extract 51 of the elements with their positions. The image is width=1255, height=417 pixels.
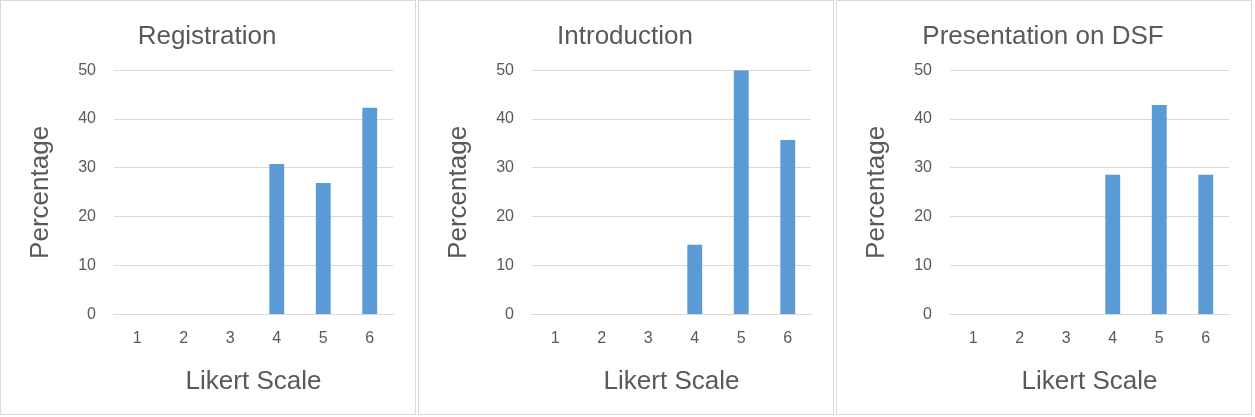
y-tick-label: 30 <box>496 158 515 176</box>
x-tick-label: 4 <box>690 328 700 346</box>
x-axis-title: Likert Scale <box>185 364 322 395</box>
y-tick-label: 30 <box>914 158 933 176</box>
y-tick-label: 40 <box>914 109 933 127</box>
x-tick-label: 5 <box>736 328 746 346</box>
bar <box>733 70 749 315</box>
x-tick-label: 3 <box>1061 328 1071 346</box>
y-tick-label: 10 <box>914 256 933 274</box>
x-tick-label: 4 <box>272 328 282 346</box>
bar <box>269 164 285 315</box>
y-tick-label: 10 <box>496 256 515 274</box>
y-axis-title: Percentage <box>441 125 472 259</box>
y-tick-label: 50 <box>914 60 933 78</box>
x-tick-label: 2 <box>1015 328 1025 346</box>
y-axis-title: Percentage <box>23 125 54 259</box>
y-tick-label: 30 <box>78 158 97 176</box>
y-tick-label: 0 <box>923 305 933 323</box>
x-tick-label: 5 <box>1154 328 1164 346</box>
y-tick-label: 20 <box>78 207 97 225</box>
x-tick-label: 2 <box>179 328 189 346</box>
x-tick-label: 5 <box>318 328 328 346</box>
chart-title: Registration <box>137 19 277 50</box>
x-tick-label: 1 <box>550 328 560 346</box>
y-tick-label: 10 <box>78 256 97 274</box>
bar <box>362 107 378 315</box>
x-tick-label: 6 <box>1201 328 1211 346</box>
y-tick-label: 50 <box>496 60 515 78</box>
y-tick-label: 40 <box>496 109 515 127</box>
y-tick-label: 0 <box>505 305 515 323</box>
x-tick-label: 1 <box>968 328 978 346</box>
x-tick-label: 2 <box>597 328 607 346</box>
x-tick-label: 3 <box>643 328 653 346</box>
y-axis-title: Percentage <box>859 125 890 259</box>
y-tick-label: 0 <box>87 305 97 323</box>
y-tick-label: 50 <box>78 60 97 78</box>
y-tick-label: 20 <box>914 207 933 225</box>
bar <box>780 140 796 315</box>
x-tick-label: 3 <box>225 328 235 346</box>
x-tick-label: 6 <box>783 328 793 346</box>
x-tick-label: 4 <box>1108 328 1118 346</box>
bar <box>687 244 703 315</box>
y-tick-label: 40 <box>78 109 97 127</box>
y-tick-label: 20 <box>496 207 515 225</box>
chart-title: Introduction <box>557 19 693 50</box>
chart-title: Presentation on DSF <box>922 19 1164 50</box>
x-tick-label: 1 <box>132 328 142 346</box>
x-tick-label: 6 <box>365 328 375 346</box>
x-axis-title: Likert Scale <box>603 364 740 395</box>
bar <box>315 183 331 315</box>
x-axis-title: Likert Scale <box>1021 364 1158 395</box>
